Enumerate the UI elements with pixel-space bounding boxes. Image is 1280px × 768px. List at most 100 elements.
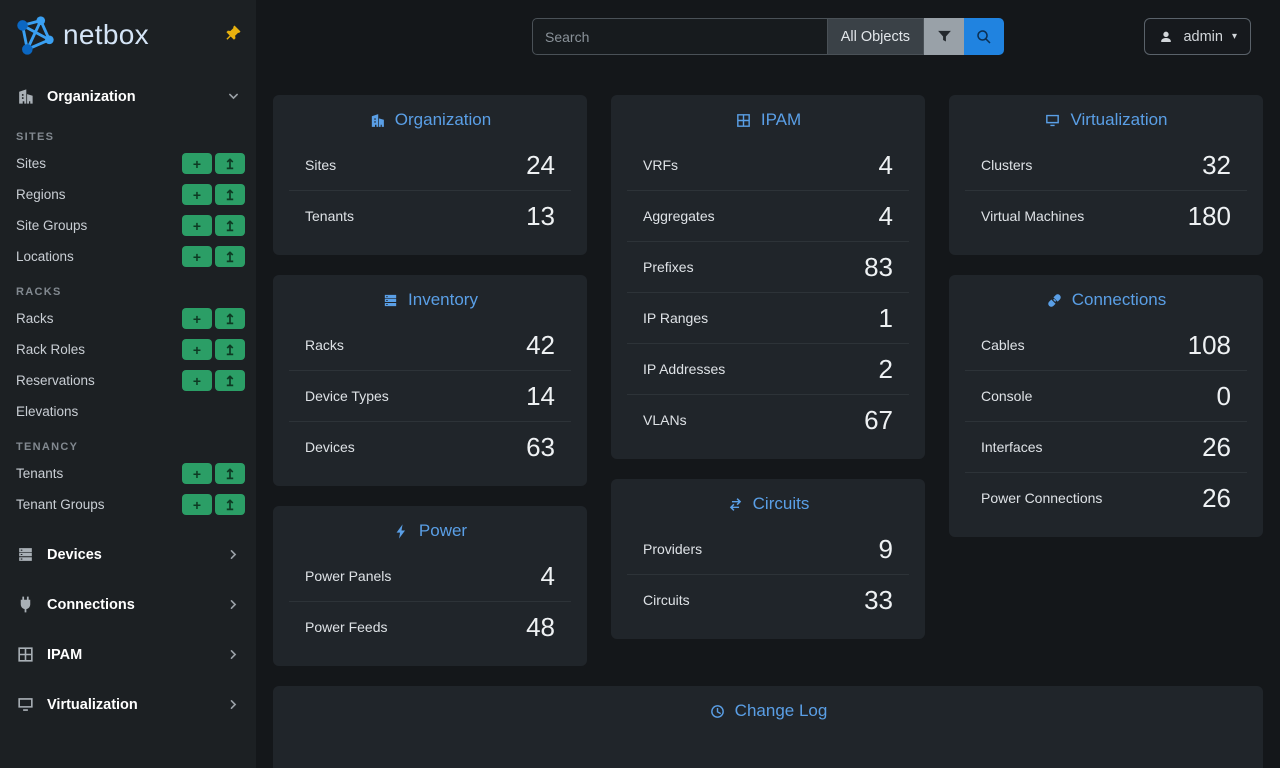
sidebar-item-tenants[interactable]: Tenants + ↥ <box>0 458 256 489</box>
stat-row[interactable]: Tenants 13 <box>289 190 571 241</box>
import-button[interactable]: ↥ <box>215 153 245 174</box>
sidebar-item-sites[interactable]: Sites + ↥ <box>0 148 256 179</box>
stat-label[interactable]: IP Ranges <box>643 310 709 326</box>
import-button[interactable]: ↥ <box>215 215 245 236</box>
sidebar-item-label[interactable]: Reservations <box>16 373 95 388</box>
stat-label[interactable]: Virtual Machines <box>981 208 1085 224</box>
stat-row[interactable]: Power Connections 26 <box>965 472 1247 523</box>
stat-label[interactable]: Prefixes <box>643 259 694 275</box>
sidebar-item-tenant-groups[interactable]: Tenant Groups + ↥ <box>0 489 256 520</box>
stat-value[interactable]: 48 <box>526 612 555 642</box>
sidebar-item-label[interactable]: Site Groups <box>16 218 88 233</box>
stat-row[interactable]: Device Types 14 <box>289 370 571 421</box>
stat-label[interactable]: VRFs <box>643 157 678 173</box>
sidebar-item-reservations[interactable]: Reservations + ↥ <box>0 365 256 396</box>
filter-button[interactable] <box>924 18 964 55</box>
add-button[interactable]: + <box>182 184 212 205</box>
stat-label[interactable]: Circuits <box>643 592 690 608</box>
sidebar-group-virtualization[interactable]: Virtualization <box>0 684 256 725</box>
sidebar-item-label[interactable]: Regions <box>16 187 66 202</box>
sidebar-group-devices[interactable]: Devices <box>0 534 256 575</box>
stat-value[interactable]: 83 <box>864 252 893 282</box>
stat-value[interactable]: 26 <box>1202 432 1231 462</box>
sidebar-item-rack-roles[interactable]: Rack Roles + ↥ <box>0 334 256 365</box>
stat-value[interactable]: 13 <box>526 201 555 231</box>
sidebar-item-regions[interactable]: Regions + ↥ <box>0 179 256 210</box>
stat-label[interactable]: Aggregates <box>643 208 715 224</box>
stat-value[interactable]: 32 <box>1202 150 1231 180</box>
stat-value[interactable]: 67 <box>864 405 893 435</box>
stat-row[interactable]: Power Feeds 48 <box>289 601 571 652</box>
netbox-logo[interactable]: netbox <box>12 12 149 58</box>
sidebar-item-label[interactable]: Rack Roles <box>16 342 86 357</box>
user-menu-button[interactable]: admin ▾ <box>1144 18 1251 55</box>
search-submit-button[interactable] <box>964 18 1004 55</box>
stat-row[interactable]: Power Panels 4 <box>289 551 571 601</box>
stat-label[interactable]: IP Addresses <box>643 361 726 377</box>
stat-value[interactable]: 42 <box>526 330 555 360</box>
stat-row[interactable]: Virtual Machines 180 <box>965 190 1247 241</box>
stat-row[interactable]: Cables 108 <box>965 320 1247 370</box>
import-button[interactable]: ↥ <box>215 370 245 391</box>
stat-row[interactable]: Console 0 <box>965 370 1247 421</box>
add-button[interactable]: + <box>182 370 212 391</box>
stat-label[interactable]: Power Connections <box>981 490 1103 506</box>
stat-label[interactable]: Devices <box>305 439 355 455</box>
add-button[interactable]: + <box>182 339 212 360</box>
stat-value[interactable]: 14 <box>526 381 555 411</box>
stat-row[interactable]: VLANs 67 <box>627 394 909 445</box>
stat-row[interactable]: VRFs 4 <box>627 140 909 190</box>
stat-label[interactable]: Racks <box>305 337 344 353</box>
stat-label[interactable]: Console <box>981 388 1033 404</box>
stat-value[interactable]: 108 <box>1187 330 1231 360</box>
stat-row[interactable]: IP Addresses 2 <box>627 343 909 394</box>
stat-row[interactable]: Interfaces 26 <box>965 421 1247 472</box>
add-button[interactable]: + <box>182 246 212 267</box>
import-button[interactable]: ↥ <box>215 494 245 515</box>
stat-value[interactable]: 0 <box>1216 381 1231 411</box>
stat-label[interactable]: Device Types <box>305 388 389 404</box>
add-button[interactable]: + <box>182 494 212 515</box>
sidebar-item-locations[interactable]: Locations + ↥ <box>0 241 256 272</box>
stat-row[interactable]: Prefixes 83 <box>627 241 909 292</box>
stat-value[interactable]: 26 <box>1202 483 1231 513</box>
add-button[interactable]: + <box>182 463 212 484</box>
import-button[interactable]: ↥ <box>215 246 245 267</box>
stat-value[interactable]: 2 <box>878 354 893 384</box>
stat-value[interactable]: 4 <box>878 150 893 180</box>
stat-row[interactable]: IP Ranges 1 <box>627 292 909 343</box>
stat-value[interactable]: 63 <box>526 432 555 462</box>
stat-row[interactable]: Racks 42 <box>289 320 571 370</box>
sidebar-item-label[interactable]: Locations <box>16 249 74 264</box>
sidebar-group-ipam[interactable]: IPAM <box>0 634 256 675</box>
sidebar-item-label[interactable]: Tenant Groups <box>16 497 105 512</box>
object-type-select[interactable]: All Objects <box>827 18 924 55</box>
import-button[interactable]: ↥ <box>215 184 245 205</box>
pin-sidebar-button[interactable] <box>224 24 242 42</box>
sidebar-item-site-groups[interactable]: Site Groups + ↥ <box>0 210 256 241</box>
stat-label[interactable]: Providers <box>643 541 703 557</box>
sidebar-item-elevations[interactable]: Elevations <box>0 396 256 427</box>
add-button[interactable]: + <box>182 153 212 174</box>
stat-label[interactable]: Sites <box>305 157 337 173</box>
add-button[interactable]: + <box>182 215 212 236</box>
stat-value[interactable]: 4 <box>878 201 893 231</box>
stat-value[interactable]: 1 <box>878 303 893 333</box>
stat-label[interactable]: Cables <box>981 337 1025 353</box>
import-button[interactable]: ↥ <box>215 463 245 484</box>
stat-row[interactable]: Providers 9 <box>627 524 909 574</box>
stat-row[interactable]: Aggregates 4 <box>627 190 909 241</box>
add-button[interactable]: + <box>182 308 212 329</box>
stat-value[interactable]: 4 <box>540 561 555 591</box>
stat-row[interactable]: Clusters 32 <box>965 140 1247 190</box>
stat-label[interactable]: Interfaces <box>981 439 1043 455</box>
sidebar-group-organization[interactable]: Organization <box>0 76 256 117</box>
stat-value[interactable]: 33 <box>864 585 893 615</box>
stat-row[interactable]: Sites 24 <box>289 140 571 190</box>
sidebar-item-racks[interactable]: Racks + ↥ <box>0 303 256 334</box>
import-button[interactable]: ↥ <box>215 308 245 329</box>
import-button[interactable]: ↥ <box>215 339 245 360</box>
stat-label[interactable]: Clusters <box>981 157 1033 173</box>
stat-row[interactable]: Devices 63 <box>289 421 571 472</box>
stat-value[interactable]: 180 <box>1187 201 1231 231</box>
